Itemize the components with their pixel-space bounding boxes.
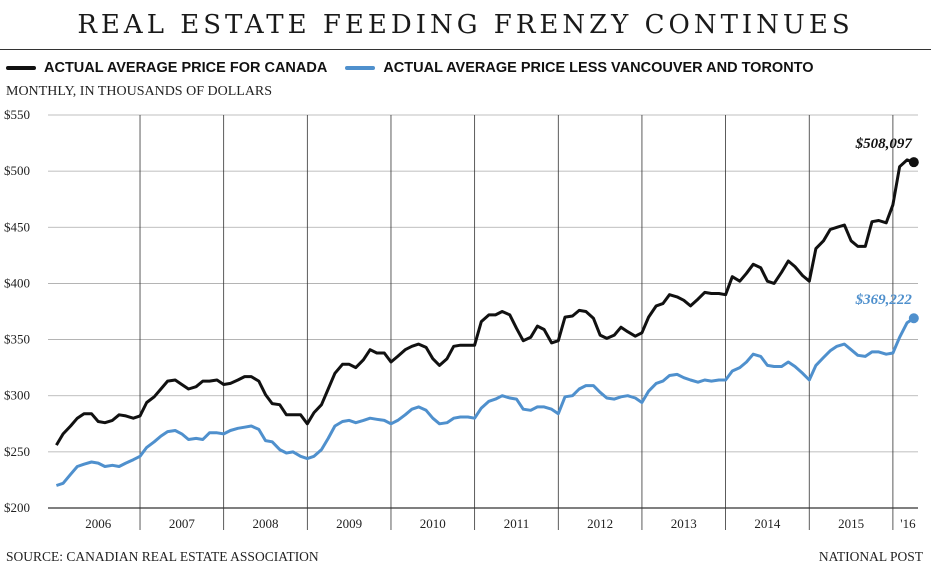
y-tick-label: $300 bbox=[4, 388, 30, 403]
legend: ACTUAL AVERAGE PRICE FOR CANADA ACTUAL A… bbox=[6, 60, 828, 76]
x-tick-label: 2006 bbox=[85, 516, 112, 531]
legend-swatch-less bbox=[345, 66, 376, 71]
x-tick-label: 2009 bbox=[336, 516, 362, 531]
legend-label-less: ACTUAL AVERAGE PRICE LESS VANCOUVER AND … bbox=[383, 60, 814, 76]
endpoint-marker bbox=[908, 157, 919, 168]
x-tick-label: 2013 bbox=[671, 516, 697, 531]
x-tick-label: 2008 bbox=[253, 516, 279, 531]
series-line-canada bbox=[55, 158, 915, 446]
x-tick-label: 2014 bbox=[754, 516, 781, 531]
source-note: SOURCE: CANADIAN REAL ESTATE ASSOCIATION bbox=[6, 549, 319, 564]
title-rule bbox=[0, 49, 931, 50]
y-tick-label: $200 bbox=[4, 500, 30, 515]
endpoint-annotation: $508,097 bbox=[855, 136, 913, 152]
chart-subtitle: MONTHLY, IN THOUSANDS OF DOLLARS bbox=[6, 84, 273, 99]
legend-label-canada: ACTUAL AVERAGE PRICE FOR CANADA bbox=[44, 60, 328, 76]
legend-swatch-canada bbox=[6, 66, 36, 71]
y-tick-label: $550 bbox=[4, 107, 30, 122]
x-tick-label: 2011 bbox=[504, 516, 530, 531]
chart-title: REAL ESTATE FEEDING FRENZY CONTINUES bbox=[77, 10, 854, 40]
legend-item-less: ACTUAL AVERAGE PRICE LESS VANCOUVER AND … bbox=[345, 60, 814, 76]
x-tick-label: '16 bbox=[900, 516, 916, 531]
series-line-less-van-tor bbox=[55, 316, 915, 487]
y-tick-label: $350 bbox=[4, 332, 30, 347]
y-tick-label: $450 bbox=[4, 219, 30, 234]
x-tick-label: 2012 bbox=[587, 516, 613, 531]
y-tick-label: $500 bbox=[4, 163, 30, 178]
x-tick-label: 2015 bbox=[838, 516, 864, 531]
x-tick-label: 2010 bbox=[420, 516, 446, 531]
y-tick-label: $250 bbox=[4, 444, 30, 459]
x-tick-label: 2007 bbox=[169, 516, 196, 531]
legend-item-canada: ACTUAL AVERAGE PRICE FOR CANADA bbox=[6, 60, 327, 76]
credit-note: NATIONAL POST bbox=[818, 549, 923, 564]
endpoint-marker bbox=[908, 313, 919, 324]
y-tick-label: $400 bbox=[4, 275, 30, 290]
endpoint-annotation: $369,222 bbox=[855, 292, 913, 308]
